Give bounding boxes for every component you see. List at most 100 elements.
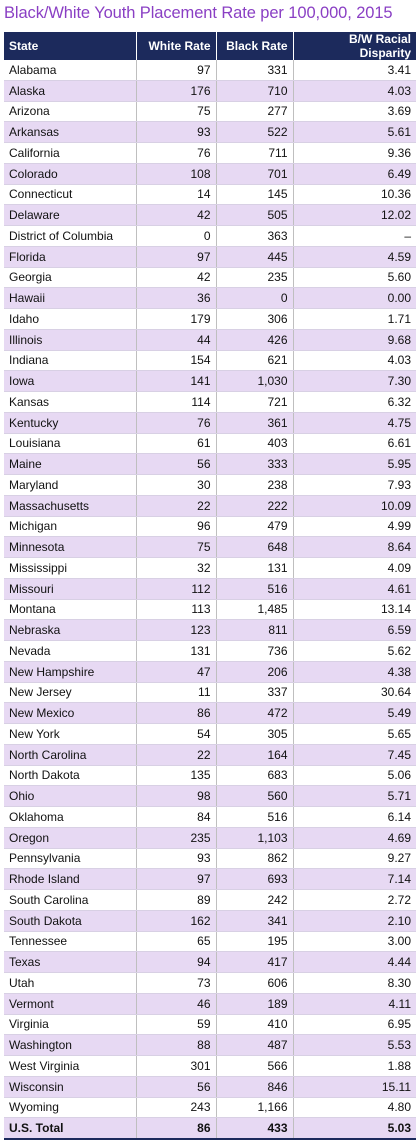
table-row: Tennessee 65 195 3.00: [4, 931, 416, 953]
black-rate-cell: 331: [216, 60, 294, 81]
disparity-cell: 5.65: [293, 723, 416, 745]
table-row: Louisiana 61 403 6.61: [4, 433, 416, 455]
disparity-cell: 5.60: [293, 267, 416, 289]
table-row: New York 54 305 5.65: [4, 723, 416, 745]
state-cell: South Dakota: [4, 910, 137, 932]
table-row: Mississippi 32 131 4.09: [4, 557, 416, 579]
state-cell: Nevada: [4, 640, 137, 662]
black-rate-cell: 164: [216, 744, 294, 766]
white-rate-cell: 114: [136, 391, 217, 413]
state-cell: Washington: [4, 1034, 137, 1056]
table-row: Colorado 108 701 6.49: [4, 163, 416, 185]
black-rate-cell: 505: [216, 204, 294, 226]
white-rate-cell: 32: [136, 557, 217, 579]
table-row: Texas 94 417 4.44: [4, 951, 416, 973]
black-rate-cell: 242: [216, 889, 294, 911]
table-row: District of Columbia 0 363–: [4, 225, 416, 247]
state-cell: California: [4, 142, 137, 164]
disparity-cell: 4.75: [293, 412, 416, 434]
disparity-cell: 7.45: [293, 744, 416, 766]
state-cell: Louisiana: [4, 433, 137, 455]
white-rate-cell: 76: [136, 412, 217, 434]
table-row: Iowa 141 1,030 7.30: [4, 370, 416, 392]
disparity-cell: 1.71: [293, 308, 416, 330]
state-cell: Connecticut: [4, 184, 137, 206]
table-row: Utah 73 606 8.30: [4, 972, 416, 994]
white-rate-cell: 11: [136, 682, 217, 704]
state-cell: New Mexico: [4, 702, 137, 724]
state-cell: Maryland: [4, 474, 137, 496]
white-rate-cell: 22: [136, 495, 217, 517]
disparity-cell: 9.36: [293, 142, 416, 164]
table-row: Arizona 75 277 3.69: [4, 101, 416, 123]
table-row: Kentucky 76 361 4.75: [4, 412, 416, 434]
black-rate-cell: 0: [216, 287, 294, 309]
white-rate-cell: 42: [136, 204, 217, 226]
black-rate-cell: 277: [216, 101, 294, 123]
disparity-cell: 7.14: [293, 868, 416, 890]
black-rate-cell: 305: [216, 723, 294, 745]
table-row: Illinois 44 426 9.68: [4, 329, 416, 351]
black-rate-cell: 711: [216, 142, 294, 164]
disparity-cell: 6.95: [293, 1014, 416, 1036]
disparity-cell: 6.61: [293, 433, 416, 455]
table-row: Maryland 30 238 7.93: [4, 474, 416, 496]
white-rate-cell: 88: [136, 1034, 217, 1056]
disparity-cell: 6.59: [293, 619, 416, 641]
table-row: New Mexico 86 472 5.49: [4, 702, 416, 724]
white-rate-cell: 97: [136, 60, 217, 81]
table-row: Michigan 96 479 4.99: [4, 516, 416, 538]
table-row: Missouri 112 516 4.61: [4, 578, 416, 600]
table-row: Minnesota 75 648 8.64: [4, 536, 416, 558]
table-row: North Dakota 135 683 5.06: [4, 765, 416, 787]
white-rate-cell: 0: [136, 225, 217, 247]
black-rate-cell: 131: [216, 557, 294, 579]
table-row: Montana 113 1,485 13.14: [4, 599, 416, 621]
table-row: Florida 97 445 4.59: [4, 246, 416, 268]
black-rate-cell: 621: [216, 350, 294, 372]
table-row: Nebraska 123 811 6.59: [4, 619, 416, 641]
table-row: Pennsylvania 93 862 9.27: [4, 848, 416, 870]
state-cell: New York: [4, 723, 137, 745]
table-row: Connecticut 14 145 10.36: [4, 184, 416, 206]
disparity-cell: 4.61: [293, 578, 416, 600]
white-rate-cell: 135: [136, 765, 217, 787]
white-rate-cell: 56: [136, 453, 217, 475]
black-rate-cell: 487: [216, 1034, 294, 1056]
state-cell: Kansas: [4, 391, 137, 413]
state-cell: Massachusetts: [4, 495, 137, 517]
disparity-cell: 4.03: [293, 350, 416, 372]
white-rate-cell: 73: [136, 972, 217, 994]
black-rate-cell: 516: [216, 806, 294, 828]
disparity-cell: 4.11: [293, 993, 416, 1015]
white-rate-cell: 162: [136, 910, 217, 932]
state-cell: Mississippi: [4, 557, 137, 579]
table-row: New Jersey 11 337 30.64: [4, 682, 416, 704]
black-rate-cell: 1,485: [216, 599, 294, 621]
table-row: Arkansas 93 522 5.61: [4, 121, 416, 143]
state-cell: South Carolina: [4, 889, 137, 911]
black-rate-cell: 736: [216, 640, 294, 662]
table-row: Oklahoma 84 516 6.14: [4, 806, 416, 828]
disparity-cell: 4.69: [293, 827, 416, 849]
table-row: South Carolina 89 242 2.72: [4, 889, 416, 911]
column-header-state: State: [4, 32, 137, 60]
black-rate-cell: 306: [216, 308, 294, 330]
header-row: State White Rate Black Rate B/W Racial D…: [4, 32, 416, 60]
white-rate-cell: 97: [136, 868, 217, 890]
white-rate-cell: 123: [136, 619, 217, 641]
white-rate-cell: 154: [136, 350, 217, 372]
table-row: Wyoming 243 1,166 4.80: [4, 1097, 416, 1119]
placement-rate-table: State White Rate Black Rate B/W Racial D…: [4, 32, 416, 1140]
disparity-cell: 3.69: [293, 101, 416, 123]
disparity-cell: 9.27: [293, 848, 416, 870]
disparity-cell: 6.14: [293, 806, 416, 828]
state-cell: District of Columbia: [4, 225, 137, 247]
disparity-cell: 4.09: [293, 557, 416, 579]
black-rate-cell: 145: [216, 184, 294, 206]
black-rate-cell: 721: [216, 391, 294, 413]
white-rate-cell: 93: [136, 848, 217, 870]
white-rate-cell: 235: [136, 827, 217, 849]
state-cell: Indiana: [4, 350, 137, 372]
table-row: Nevada 131 736 5.62: [4, 640, 416, 662]
